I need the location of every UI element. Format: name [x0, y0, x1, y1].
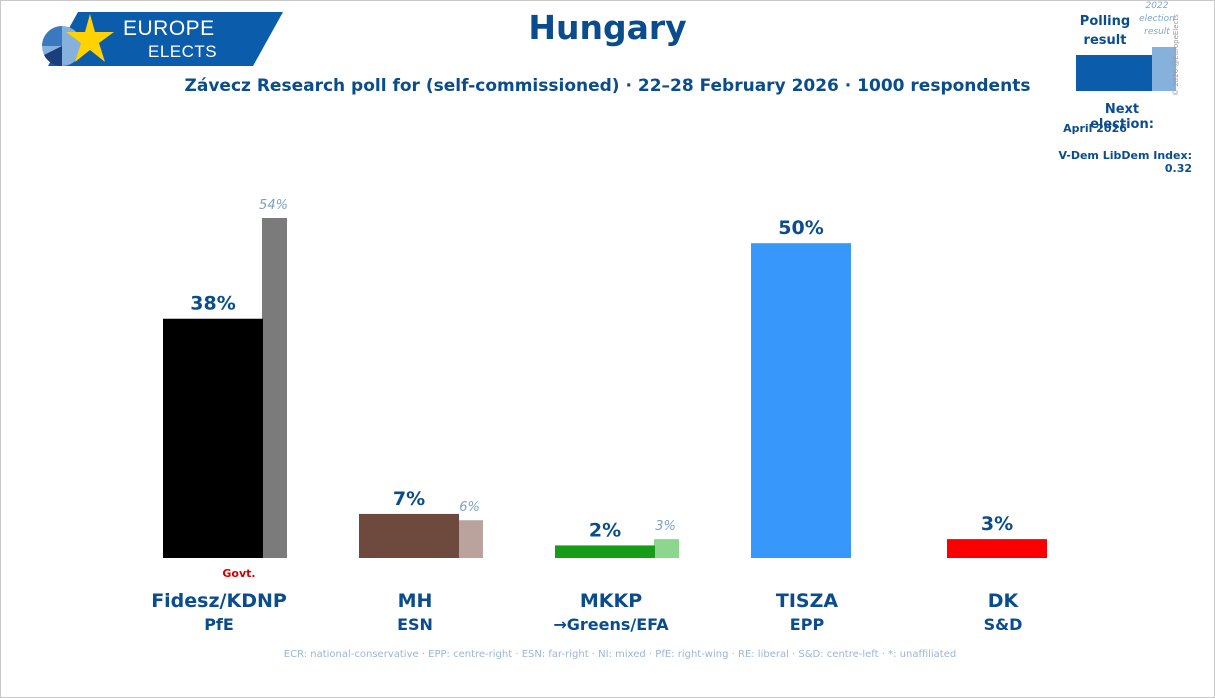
group-label-1: ESN	[397, 615, 433, 634]
chart-title: Hungary	[528, 8, 687, 47]
category-label-2: MKKP	[580, 590, 642, 612]
poll-value-label-0: 38%	[190, 293, 235, 315]
category-label-4: DK	[988, 590, 1020, 612]
poll-value-label-2: 2%	[589, 519, 621, 541]
poll-value-label-4: 3%	[981, 513, 1013, 535]
poll-bar-2	[555, 545, 655, 558]
election-value-label-2: 3%	[655, 519, 676, 534]
next-election-label: Next election:	[1090, 102, 1154, 132]
logo-europe-text: EUROPE	[123, 17, 215, 40]
election-bar-0	[262, 218, 287, 558]
poll-bar-0	[163, 318, 263, 558]
europe-elects-logo: EUROPE ELECTS	[38, 10, 283, 66]
govt-label: Govt.	[222, 567, 255, 580]
chart-subtitle: Závecz Research poll for (self-commissio…	[184, 76, 1031, 96]
group-label-2: →Greens/EFA	[553, 615, 669, 634]
group-label-0: PfE	[204, 615, 234, 634]
election-bar-1	[458, 520, 483, 558]
logo-elects-text: ELECTS	[148, 42, 218, 61]
poll-value-label-1: 7%	[393, 488, 425, 510]
poll-bar-4	[947, 539, 1047, 558]
legend-election-label: 2022 election result	[1139, 1, 1175, 37]
election-value-label-1: 6%	[459, 500, 480, 515]
group-footnote: ECR: national-conservative · EPP: centre…	[283, 649, 957, 660]
group-label-4: S&D	[984, 615, 1023, 634]
poll-bar-1	[359, 513, 459, 558]
next-election-date: April 2026	[1063, 122, 1127, 135]
category-label-0: Fidesz/KDNP	[151, 590, 287, 612]
category-label-1: MH	[398, 590, 433, 612]
category-label-3: TISZA	[776, 590, 838, 612]
election-value-label-0: 54%	[259, 198, 288, 213]
poll-value-label-3: 50%	[778, 217, 823, 239]
vdem-index: V-Dem LibDem Index: 0.32	[1058, 149, 1192, 175]
group-label-3: EPP	[790, 615, 825, 634]
legend-polling-swatch	[1076, 55, 1153, 91]
election-bar-2	[654, 539, 679, 558]
logo-graphic	[42, 12, 283, 66]
poll-bar-3	[751, 243, 851, 558]
legend-polling-label: Polling result	[1079, 14, 1131, 48]
legend-election-swatch	[1152, 47, 1176, 91]
